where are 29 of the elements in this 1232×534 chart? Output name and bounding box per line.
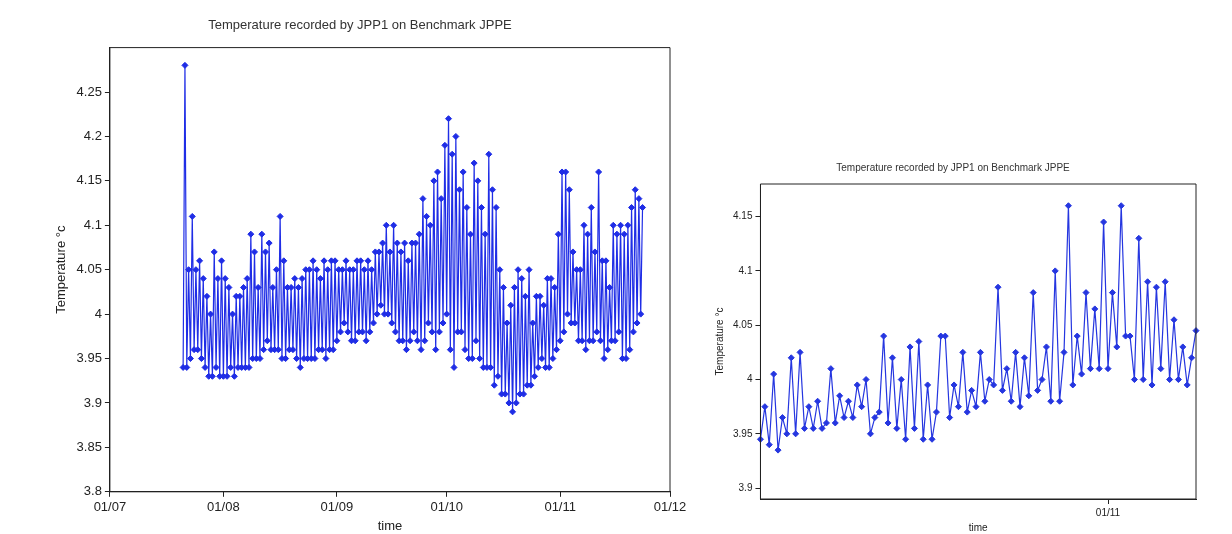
y-tick-label: 4.25 <box>76 83 102 99</box>
chart-title: Temperature recorded by JPP1 on Benchmark JPPE <box>208 17 513 33</box>
y-tick-label: 4.1 <box>738 264 753 276</box>
y-tick-label: 4.15 <box>76 172 102 188</box>
y-tick-label: 4.1 <box>83 216 102 232</box>
x-tick-label: 01/11 <box>1095 506 1121 518</box>
y-tick-label: 4.05 <box>732 318 753 330</box>
x-tick-label: 01/12 <box>653 499 687 515</box>
y-axis-title: Temperature °c <box>53 225 69 314</box>
y-tick-label: 3.95 <box>732 427 753 439</box>
y-tick-label: 4 <box>94 305 102 321</box>
y-tick-label: 3.85 <box>76 438 102 454</box>
y-tick-label: 4.05 <box>76 261 102 277</box>
x-tick-label: 01/08 <box>207 499 240 515</box>
y-tick-label: 3.95 <box>76 350 102 366</box>
y-axis-title: Temperature °c <box>713 307 725 376</box>
y-tick-label: 3.9 <box>83 394 102 410</box>
x-axis-title: time <box>968 521 989 533</box>
y-tick-label: 3.9 <box>738 481 753 493</box>
x-tick-label: 01/11 <box>544 499 576 515</box>
y-tick-label: 4 <box>746 373 753 385</box>
chart-title: Temperature recorded by JPP1 on Benchmark JPPE <box>836 161 1071 173</box>
y-tick-label: 4.2 <box>83 128 102 144</box>
x-tick-label: 01/09 <box>320 499 354 515</box>
y-tick-label: 4.15 <box>732 210 753 222</box>
x-axis-title: time <box>377 517 403 533</box>
x-tick-label: 01/10 <box>430 499 463 515</box>
y-tick-label: 3.8 <box>83 483 102 499</box>
x-tick-label: 01/07 <box>93 499 127 515</box>
